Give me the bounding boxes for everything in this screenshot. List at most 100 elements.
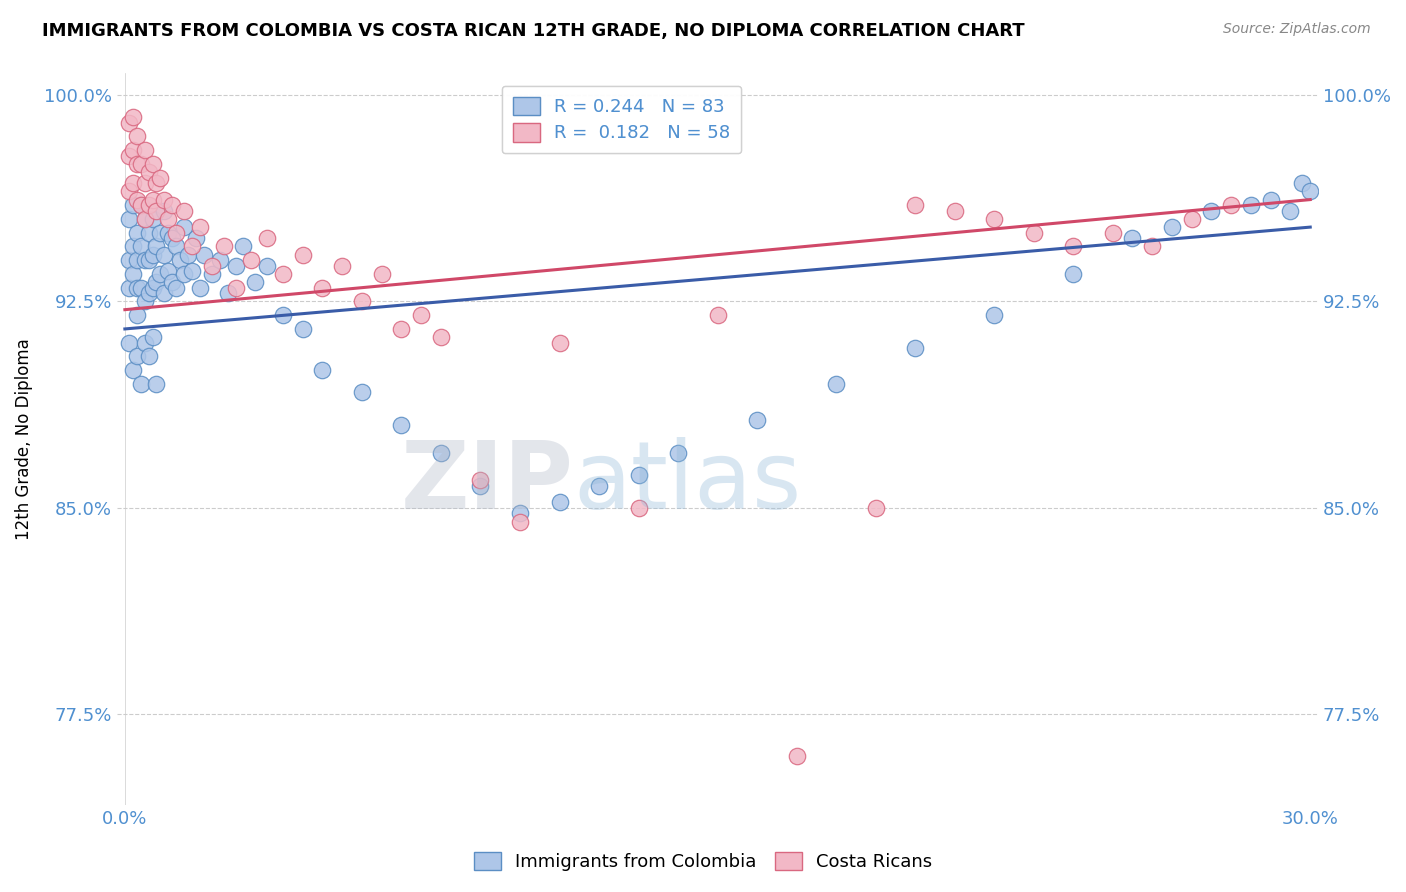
Point (118, 335, 141, 350)
Point (825, 376, 848, 391)
Point (121, 267, 143, 281)
Point (125, 280, 148, 294)
Point (145, 376, 167, 391)
Point (138, 286, 160, 301)
Point (1062, 267, 1084, 281)
Point (225, 280, 247, 294)
Point (1161, 220, 1184, 235)
Point (430, 330, 453, 344)
Point (256, 231, 278, 245)
Text: IMMIGRANTS FROM COLOMBIA VS COSTA RICAN 12TH GRADE, NO DIPLOMA CORRELATION CHART: IMMIGRANTS FROM COLOMBIA VS COSTA RICAN … (42, 22, 1025, 40)
Point (141, 247, 163, 261)
Point (134, 253, 156, 268)
Point (391, 322, 413, 336)
Point (1181, 211, 1204, 226)
Text: Source: ZipAtlas.com: Source: ZipAtlas.com (1223, 22, 1371, 37)
Point (470, 473, 492, 487)
Point (1140, 239, 1163, 253)
Point (904, 341, 927, 355)
Point (188, 220, 211, 235)
Point (470, 479, 492, 493)
Point (291, 247, 314, 261)
Point (129, 376, 152, 391)
Point (666, 446, 689, 460)
Point (350, 294, 373, 309)
Point (125, 308, 148, 322)
Point (138, 198, 160, 212)
Point (943, 203, 966, 218)
Point (141, 280, 163, 294)
Point (350, 385, 373, 400)
Point (291, 322, 314, 336)
Point (311, 363, 333, 377)
Point (118, 211, 141, 226)
Point (149, 170, 172, 185)
Point (134, 211, 156, 226)
Point (129, 198, 152, 212)
Point (212, 239, 235, 253)
Point (149, 267, 172, 281)
Point (232, 239, 254, 253)
Point (162, 275, 184, 289)
Point (1291, 176, 1313, 190)
Point (134, 294, 156, 309)
Point (129, 157, 152, 171)
Point (1260, 193, 1282, 207)
Point (271, 308, 294, 322)
Point (1299, 184, 1322, 198)
Point (173, 267, 195, 281)
Point (141, 330, 163, 344)
Point (125, 129, 148, 144)
Point (1062, 239, 1084, 253)
Point (145, 275, 167, 289)
Point (548, 335, 571, 350)
Point (125, 350, 148, 364)
Point (245, 275, 267, 289)
Point (121, 363, 143, 377)
Point (157, 211, 180, 226)
Point (509, 515, 531, 529)
Point (208, 253, 231, 268)
Point (983, 308, 1005, 322)
Point (271, 267, 294, 281)
Point (225, 259, 247, 273)
Point (118, 115, 141, 129)
Point (1121, 231, 1143, 245)
Point (165, 226, 187, 240)
Point (138, 165, 160, 179)
Point (145, 176, 167, 190)
Point (121, 198, 143, 212)
Point (162, 231, 184, 245)
Point (240, 253, 263, 268)
Point (145, 203, 167, 218)
Point (370, 267, 392, 281)
Point (157, 226, 180, 240)
Point (217, 286, 239, 301)
Point (188, 280, 211, 294)
Point (1220, 198, 1243, 212)
Point (177, 247, 200, 261)
Point (118, 280, 141, 294)
Point (134, 143, 156, 157)
Point (627, 467, 650, 482)
Point (184, 231, 207, 245)
Point (548, 495, 571, 509)
Point (430, 446, 453, 460)
Point (786, 748, 808, 763)
Point (1279, 203, 1302, 218)
Point (330, 259, 353, 273)
Point (411, 308, 433, 322)
Point (141, 211, 163, 226)
Point (745, 413, 768, 427)
Point (256, 259, 278, 273)
Point (627, 500, 650, 515)
Point (169, 253, 191, 268)
Legend: R = 0.244   N = 83, R =  0.182   N = 58: R = 0.244 N = 83, R = 0.182 N = 58 (502, 86, 741, 153)
Point (391, 418, 413, 433)
Point (153, 193, 176, 207)
Point (129, 280, 152, 294)
Point (153, 286, 176, 301)
Point (157, 264, 180, 278)
Point (509, 506, 531, 520)
Point (145, 239, 167, 253)
